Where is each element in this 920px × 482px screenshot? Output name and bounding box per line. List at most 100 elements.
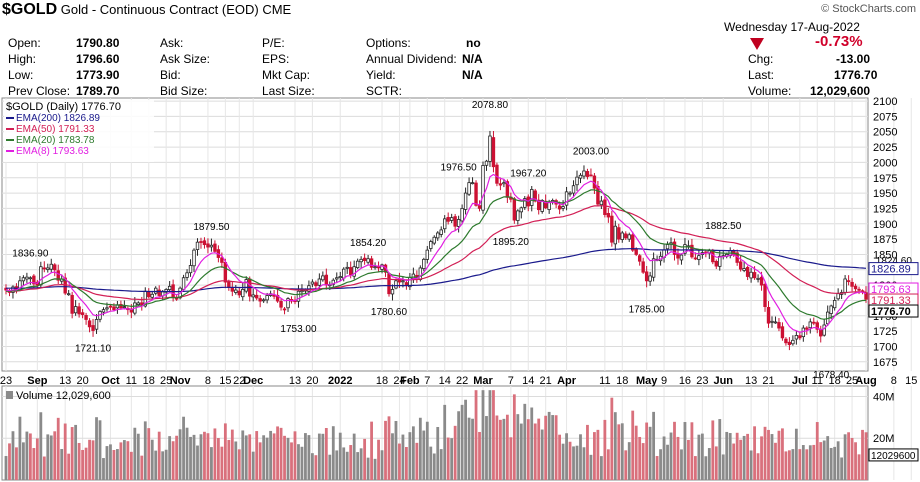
candle-body <box>234 289 238 293</box>
volume-bar <box>363 438 367 480</box>
candle-body <box>770 320 774 323</box>
volume-legend-swatch <box>6 391 13 399</box>
volume-bar <box>457 411 461 480</box>
candle-body <box>627 234 631 240</box>
volume-bar <box>551 415 555 480</box>
volume-bar <box>620 423 624 480</box>
volume-bar <box>432 453 436 480</box>
volume-tick-label: 40M <box>873 391 894 403</box>
volume-bar <box>307 435 311 480</box>
candle-body <box>495 164 499 184</box>
candle-body <box>815 322 819 330</box>
candle-body <box>777 322 781 329</box>
volume-bar <box>429 446 433 480</box>
volume-bar <box>352 433 356 480</box>
volume-bar <box>230 429 234 480</box>
candle-body <box>512 198 517 221</box>
candle-body <box>150 293 154 298</box>
volume-bar <box>704 456 708 480</box>
y-tick-label: 2050 <box>873 127 897 139</box>
volume-bar <box>116 449 119 480</box>
candle-body <box>261 299 266 302</box>
volume-bar <box>781 428 784 480</box>
volume-bar <box>850 437 854 480</box>
volume-bar <box>196 445 199 480</box>
candle-body <box>380 264 384 270</box>
volume-bar <box>603 419 607 480</box>
volume-bar <box>537 418 541 480</box>
x-tick-label: Aug <box>855 375 876 387</box>
last-value: 1776.70 <box>834 68 878 82</box>
high-label: High: <box>8 52 37 66</box>
volume-bar <box>673 421 676 480</box>
candle-body <box>578 174 583 179</box>
y-tick-label: 2100 <box>873 96 897 108</box>
x-tick-label: 20 <box>76 375 88 387</box>
candle-body <box>140 302 144 306</box>
candle-body <box>352 266 356 277</box>
candle-body <box>780 326 785 339</box>
volume-bar <box>561 443 565 480</box>
volume-bar <box>251 451 255 480</box>
candle-body <box>230 287 235 292</box>
volume-bar <box>599 456 603 480</box>
volume-bar <box>554 415 558 480</box>
candle-body <box>564 191 569 206</box>
volume-bar <box>593 432 596 480</box>
volume-bar <box>631 410 635 480</box>
volume-bar <box>213 428 217 480</box>
candle-body <box>202 240 207 246</box>
candle-body <box>805 327 809 330</box>
candle-body <box>265 295 269 301</box>
volume-bar <box>617 424 621 480</box>
volume-bar <box>28 433 32 480</box>
volume-bar <box>613 412 617 480</box>
candle-body <box>223 262 228 283</box>
candle-body <box>181 277 186 290</box>
volume-bar <box>272 433 276 480</box>
candle-body <box>282 308 287 311</box>
volume-bar <box>283 435 286 480</box>
volume-bar <box>290 442 293 480</box>
volume-bar <box>359 448 363 480</box>
volume-bar <box>401 434 405 480</box>
candle-body <box>237 290 241 296</box>
volume-bar <box>749 450 753 480</box>
candle-body <box>154 287 158 294</box>
volume-bar <box>220 446 224 480</box>
x-tick-label: 15 <box>219 375 231 387</box>
x-tick-label: 11 <box>126 375 137 387</box>
x-tick-label: 23 <box>0 375 12 387</box>
volume-bar <box>11 431 15 480</box>
volume-bar <box>150 439 154 480</box>
high-value: 1796.60 <box>76 52 120 66</box>
candle-body <box>610 215 614 243</box>
volume-tag-box <box>868 448 919 462</box>
volume-bar <box>641 443 645 480</box>
candle-body <box>429 241 433 249</box>
candle-body <box>523 198 527 208</box>
x-tick-label: 8 <box>891 375 897 387</box>
ema20-line <box>5 189 867 320</box>
volume-bar <box>443 404 447 480</box>
volume-bar <box>335 450 339 480</box>
price-label: 1976.50 <box>441 163 478 174</box>
candle-body <box>491 137 496 168</box>
y-tick-label: 1900 <box>873 219 897 231</box>
volume-bar <box>481 390 485 480</box>
volume-bar <box>398 443 401 480</box>
candle-body <box>742 268 746 271</box>
volume-bar <box>756 453 760 480</box>
ema200-line <box>6 248 867 293</box>
volume-bar <box>760 436 763 480</box>
y-tick-label: 1725 <box>873 326 897 338</box>
open-value: 1790.80 <box>76 36 120 50</box>
candle-body <box>651 258 656 278</box>
volume-bar <box>227 439 231 480</box>
candle-body <box>119 304 123 309</box>
volume-bar <box>411 426 415 480</box>
volume-bar <box>171 441 175 480</box>
volume-bar <box>157 431 161 480</box>
y-tick-label: 2000 <box>873 157 897 169</box>
